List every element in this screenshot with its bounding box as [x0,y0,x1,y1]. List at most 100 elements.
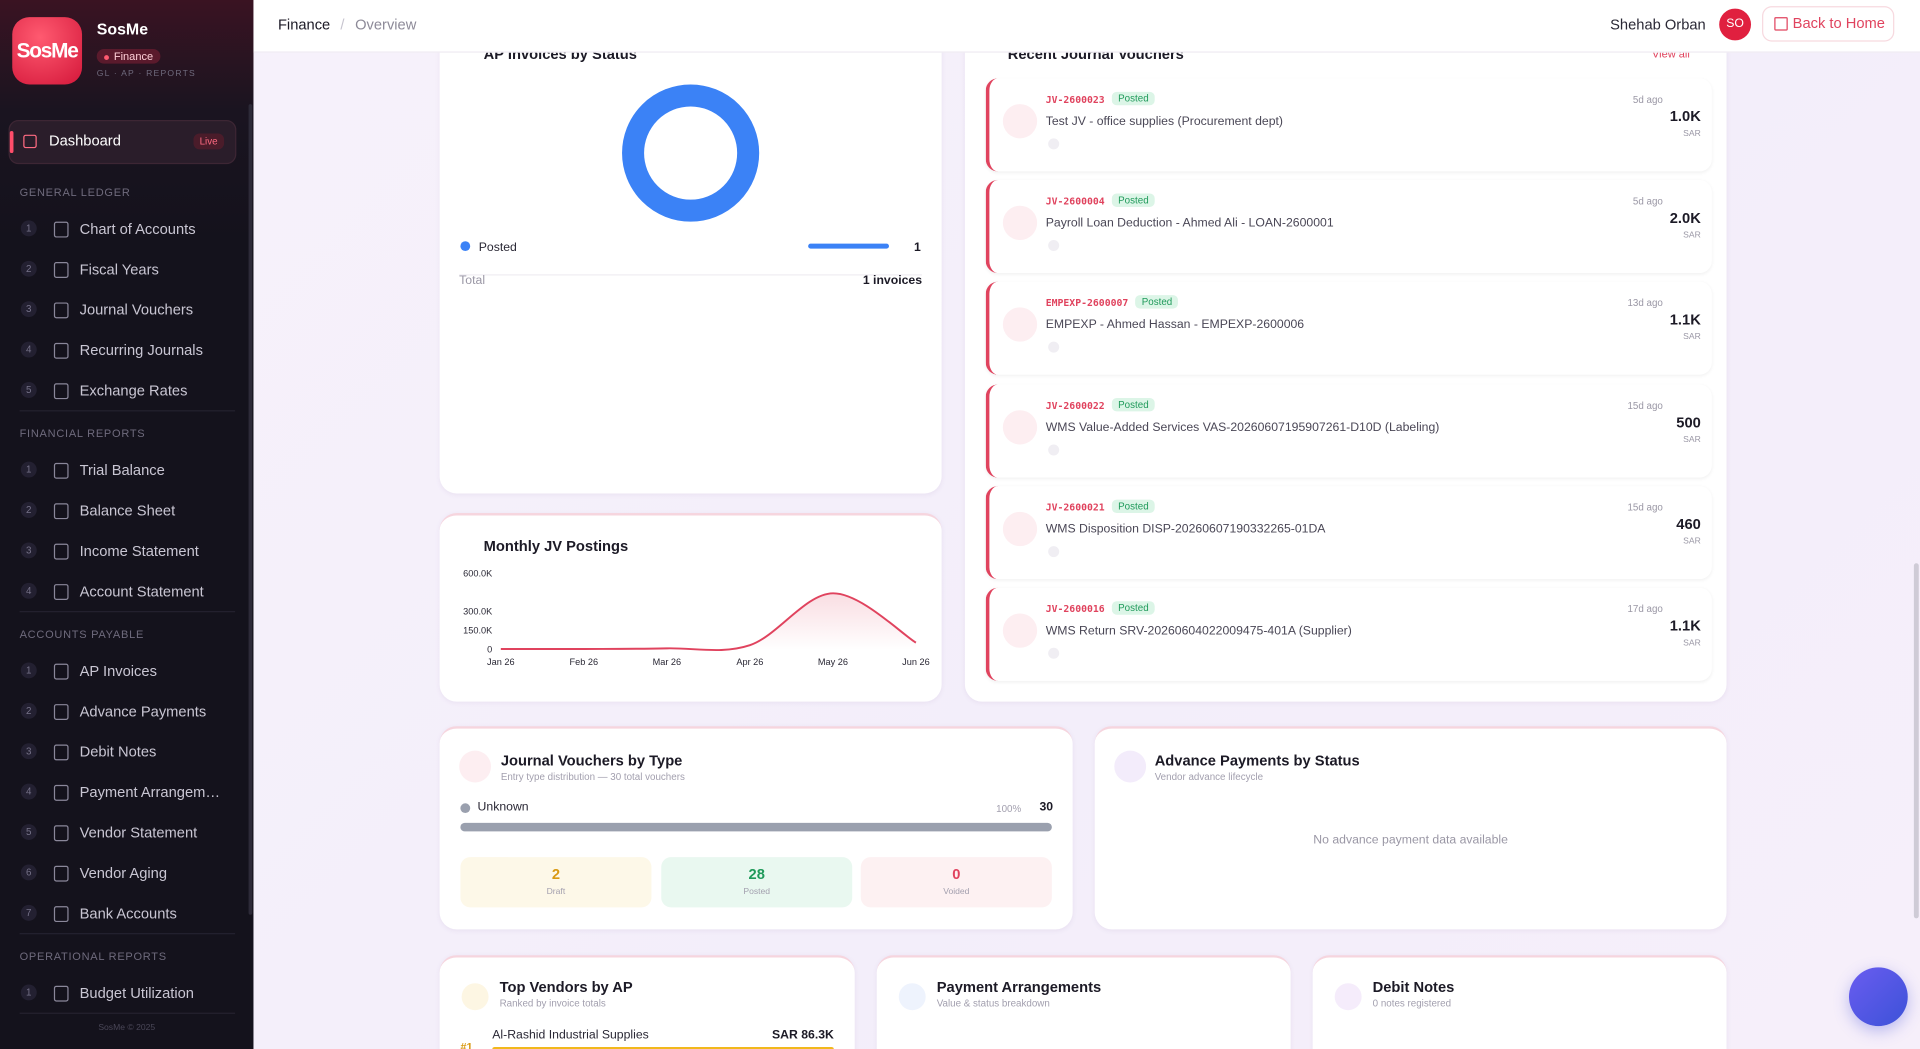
jv-age: 17d ago [1627,603,1663,615]
page-scrollbar [1913,563,1919,919]
badge-dot [104,55,109,61]
card-title: Monthly JV Postings [483,537,629,555]
section-divider [19,410,236,412]
section-title: ACCOUNTS PAYABLE [19,628,145,641]
jv-currency: SAR [1683,537,1701,546]
nav-item[interactable]: 5 Exchange Rates [0,376,245,405]
nav-item[interactable]: 7 Bank Accounts [0,899,245,928]
status-badge: Posted [1112,601,1155,615]
nav-item[interactable]: 1 Trial Balance [0,456,245,485]
x-tick-label: May 26 [818,657,848,667]
y-tick-label: 0 [487,645,492,655]
nav-dashboard[interactable]: Dashboard Live [8,120,237,165]
legend-count: 1 [914,240,921,254]
jv-item[interactable]: JV-2600021 Posted WMS Disposition DISP-202… [985,485,1712,579]
icon [461,983,489,1011]
nav-number: 4 [20,582,37,599]
nav-item[interactable]: 4 Payment Arrangements [0,778,245,807]
jv-item[interactable]: EMPEXP-2600007 Posted EMPEXP - Ahmed Hassa… [985,282,1712,376]
nav-item[interactable]: 2 Balance Sheet [0,496,245,525]
nav-label: Dashboard [48,132,121,150]
nav-number: 3 [20,743,37,760]
card-title: Payment Arrangements [936,978,1102,996]
jv-item[interactable]: JV-2600016 Posted WMS Return SRV-202606040… [985,587,1712,681]
icon [1002,104,1038,139]
jv-description: EMPEXP - Ahmed Hassan - EMPEXP-2600006 [1045,318,1305,333]
vendor-bar [492,1046,834,1049]
placeholder [1048,342,1060,354]
nav-item[interactable]: 1 Budget Utilization [0,978,245,1007]
icon [53,462,69,479]
jv-code: JV-2600004 [1045,196,1105,208]
jv-code: JV-2600016 [1045,603,1105,615]
nav-item[interactable]: 4 Recurring Journals [0,336,245,365]
jv-description: WMS Value-Added Services VAS-20260607195… [1045,420,1440,435]
scrollbar [248,104,253,915]
jv-age: 13d ago [1627,298,1663,310]
placeholder [1048,240,1060,252]
y-tick-label: 600.0K [463,569,493,579]
jv-item[interactable]: JV-2600004 Posted Payroll Loan Deduction -… [985,180,1712,274]
avatar[interactable]: SO [1719,8,1752,41]
nav-item[interactable]: 2 Advance Payments [0,697,245,726]
vendor-amount: SAR 86.3K [771,1028,834,1043]
stat-value: 2 [551,865,561,883]
jv-item[interactable]: JV-2600022 Posted WMS Value-Added Services… [985,383,1712,478]
nav-item[interactable]: 2 Fiscal Years [0,255,245,284]
nav-number: 4 [20,783,37,800]
x-tick-label: Jun 26 [902,657,930,667]
sidebar-footer: SosMe © 2025 [98,1023,156,1033]
line [500,592,917,652]
jv-currency: SAR [1683,333,1701,343]
breadcrumb-root[interactable]: Finance [277,15,331,34]
line-area [500,593,916,651]
placeholder [1048,647,1060,659]
jv-description: Payroll Loan Deduction - Ahmed Ali - LOA… [1045,216,1334,231]
status-badge: Posted [1112,193,1155,208]
jv-age: 5d ago [1632,196,1663,208]
x-tick-label: Apr 26 [736,657,763,667]
jv-item[interactable]: JV-2600023 Posted Test JV - office supplie… [985,78,1712,172]
card-title: Top Vendors by AP [499,978,633,996]
jv-age: 5d ago [1632,94,1663,106]
nav-item[interactable]: 3 Income Statement [0,536,245,565]
section-title: FINANCIAL REPORTS [19,427,146,440]
nav-item[interactable]: 1 AP Invoices [0,656,245,685]
logo[interactable]: SosMe [12,17,83,85]
active-indicator [9,131,14,154]
card-subtitle: Ranked by invoice totals [499,997,606,1009]
icon [53,906,69,923]
sidebar: SosMe SosMe Finance GL · AP · REPORTS Da… [0,0,254,1049]
bar-track [460,822,1052,832]
ai-assistant-button[interactable] [1848,967,1908,1027]
jv-code: JV-2600023 [1045,94,1105,106]
icon [1002,613,1038,648]
nav-number: 4 [20,341,37,358]
nav-number: 1 [20,662,37,679]
live-badge: Live [193,133,224,150]
icon [898,983,926,1011]
nav-item[interactable]: 1 Chart of Accounts [0,214,245,243]
icon [53,744,69,761]
back-home-button[interactable]: Back to Home [1763,7,1894,41]
icon [53,342,69,359]
jv-currency: SAR [1683,639,1701,648]
nav-item[interactable]: 3 Debit Notes [0,737,245,766]
nav-number: 2 [20,702,37,719]
card-subtitle: Value & status breakdown [936,997,1050,1009]
icon [53,503,69,520]
payment-arrangements-card: Payment Arrangements Value & status brea… [876,955,1291,1049]
icon [53,825,69,842]
nav-item[interactable]: 5 Vendor Statement [0,818,245,847]
nav-number: 3 [20,301,37,318]
status-badge: Posted [1135,295,1179,310]
nav-item[interactable]: 4 Account Statement [0,577,245,606]
total-label: Total [459,274,486,288]
x-tick-label: Mar 26 [653,657,682,667]
nav-item[interactable]: 3 Journal Vouchers [0,295,245,324]
jv-age: 15d ago [1627,501,1663,513]
nav-item[interactable]: 6 Vendor Aging [0,858,245,887]
y-tick-label: 300.0K [463,607,493,617]
y-tick-label: 150.0K [463,626,493,636]
